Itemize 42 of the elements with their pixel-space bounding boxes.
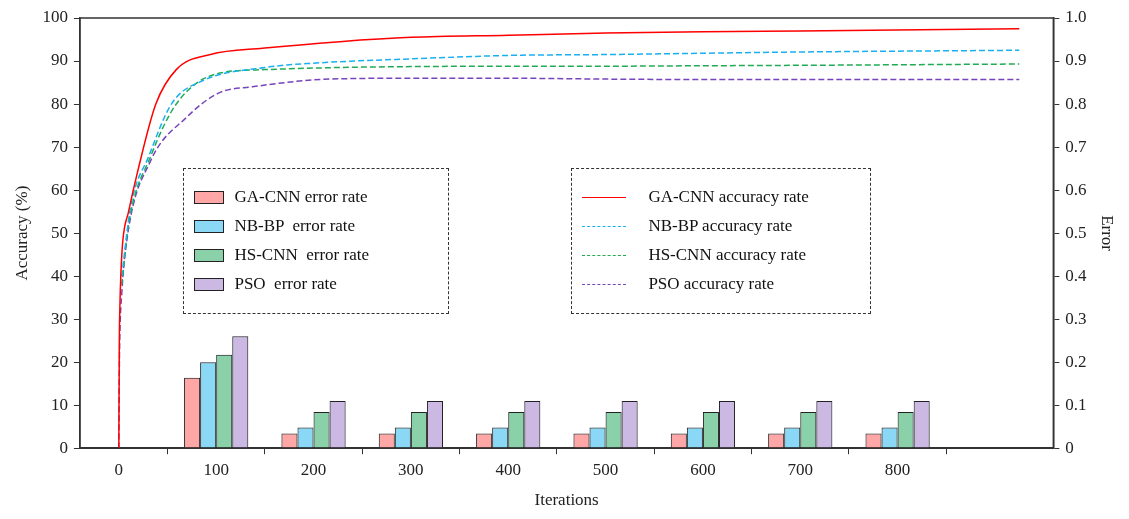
y-tick-label: 0 [59, 437, 68, 457]
y2-axis-title: Error [1098, 215, 1118, 252]
y2-tick-label: 0 [1065, 437, 1074, 457]
x-tick-label: 800 [884, 459, 911, 479]
legend-label: HS-CNN error rate [234, 245, 369, 266]
x-tick-label: 100 [203, 459, 229, 479]
legend-label: PSO error rate [234, 274, 337, 295]
y2-tick-label: 0.4 [1065, 265, 1088, 285]
x-tick-label: 200 [300, 459, 327, 479]
y2-tick-label: 0.1 [1065, 394, 1087, 414]
y-tick-label: 100 [42, 7, 68, 27]
y-tick-label: 30 [50, 308, 68, 328]
x-tick-label: 700 [787, 459, 813, 479]
y-tick-label: 60 [50, 179, 68, 199]
legend-label: PSO accuracy rate [648, 274, 774, 295]
legend-label: GA-CNN error rate [234, 187, 368, 208]
y2-tick-label: 0.2 [1065, 351, 1087, 371]
legend-label: NB-BP error rate [234, 216, 356, 237]
y2-tick-label: 0.9 [1065, 50, 1087, 70]
y-axis-title: Accuracy (%) [11, 185, 31, 281]
y-tick-label: 20 [50, 351, 68, 371]
legend-label: HS-CNN accuracy rate [648, 245, 807, 266]
y2-tick-label: 0.3 [1065, 308, 1087, 328]
y-tick-label: 40 [50, 265, 68, 285]
y-tick-label: 50 [50, 222, 68, 242]
y-tick-label: 70 [50, 136, 68, 156]
x-tick-label: 600 [690, 459, 716, 479]
legend-label: NB-BP accuracy rate [648, 216, 793, 237]
x-tick-label: 0 [114, 459, 124, 479]
x-axis-title: Iterations [534, 490, 599, 510]
y2-tick-label: 1.0 [1065, 7, 1087, 27]
y-tick-label: 80 [50, 93, 68, 113]
x-tick-label: 300 [398, 459, 424, 479]
y2-tick-label: 0.6 [1065, 179, 1087, 199]
legend-label: GA-CNN accuracy rate [648, 187, 809, 208]
y-tick-label: 10 [50, 394, 68, 414]
x-tick-label: 500 [592, 459, 619, 479]
y2-tick-label: 0.8 [1065, 93, 1087, 113]
y2-tick-label: 0.5 [1065, 222, 1087, 242]
y2-tick-label: 0.7 [1065, 136, 1088, 156]
x-tick-label: 400 [495, 459, 521, 479]
y-tick-label: 90 [50, 50, 68, 70]
